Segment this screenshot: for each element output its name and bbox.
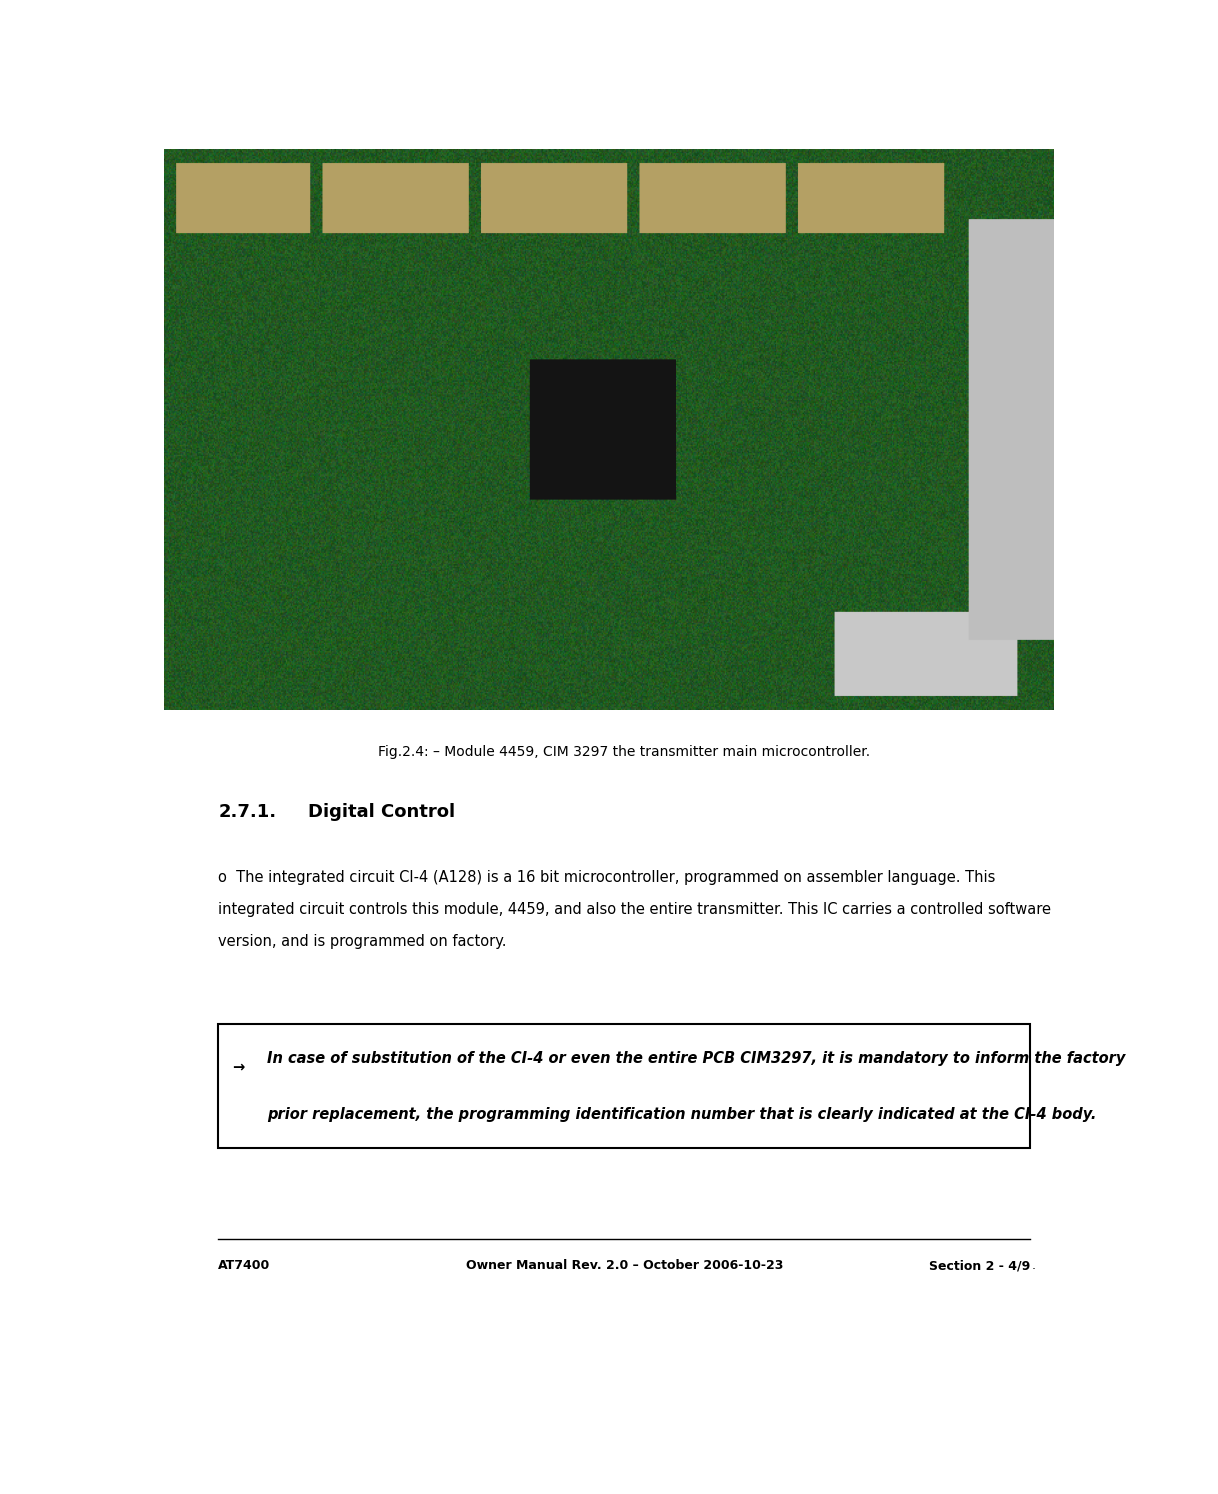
Polygon shape xyxy=(996,232,1038,255)
Text: .: . xyxy=(1032,1259,1037,1273)
Text: →: → xyxy=(233,1059,245,1074)
Text: In case of substitution of the CI-4 or even the entire PCB CIM3297, it is mandat: In case of substitution of the CI-4 or e… xyxy=(268,1050,1125,1065)
Text: LINEAR: LINEAR xyxy=(974,273,1011,282)
Text: Owner Manual Rev. 2.0 – October 2006-10-23: Owner Manual Rev. 2.0 – October 2006-10-… xyxy=(465,1259,783,1273)
FancyBboxPatch shape xyxy=(935,194,1049,269)
Text: Fig.2.4: – Module 4459, CIM 3297 the transmitter main microcontroller.: Fig.2.4: – Module 4459, CIM 3297 the tra… xyxy=(378,746,871,759)
Text: version, and is programmed on factory.: version, and is programmed on factory. xyxy=(218,934,507,949)
Text: prior replacement, the programming identification number that is clearly indicat: prior replacement, the programming ident… xyxy=(268,1107,1096,1122)
FancyBboxPatch shape xyxy=(218,1023,1030,1147)
Text: Section 2 - 4/9: Section 2 - 4/9 xyxy=(929,1259,1030,1273)
Text: integrated circuit controls this module, 4459, and also the entire transmitter. : integrated circuit controls this module,… xyxy=(218,902,1051,917)
Polygon shape xyxy=(948,203,990,255)
Text: 2.7.1.: 2.7.1. xyxy=(218,802,276,820)
Polygon shape xyxy=(996,203,1038,229)
Text: Digital Control: Digital Control xyxy=(308,802,456,820)
Text: o  The integrated circuit CI-4 (A128) is a 16 bit microcontroller, programmed on: o The integrated circuit CI-4 (A128) is … xyxy=(218,870,995,884)
Text: AT7400: AT7400 xyxy=(218,1259,270,1273)
